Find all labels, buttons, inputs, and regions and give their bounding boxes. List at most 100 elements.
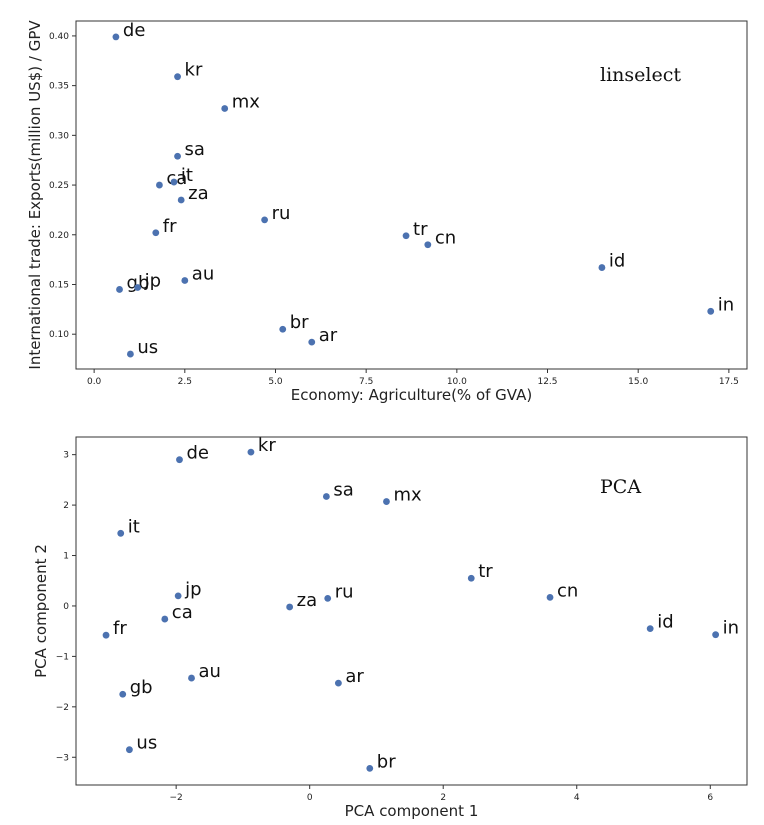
point-label-ar: ar: [345, 666, 364, 687]
plot-frame: [75, 436, 748, 786]
data-point-ru: [324, 594, 332, 602]
point-label-id: id: [609, 251, 625, 272]
panel-title: linselect: [600, 64, 681, 86]
point-label-fr: fr: [163, 216, 177, 237]
data-point-au: [188, 674, 195, 682]
point-label-mx: mx: [232, 91, 261, 112]
point-label-br: br: [290, 312, 309, 333]
data-point-fr: [152, 229, 160, 237]
data-point-tr: [402, 232, 410, 240]
data-point-fr: [102, 631, 110, 639]
pca-scatter-panel: −2 0 2 4 6 −3 −2 −1 0 1 2 3 PCA component 1 PCA compo…: [32, 435, 748, 820]
data-point-sa: [322, 493, 330, 500]
data-point-kr: [174, 73, 181, 81]
x-tick-label: 0: [307, 793, 313, 803]
y-tick-label: 0.25: [49, 181, 69, 191]
panel-title: PCA: [600, 476, 641, 498]
point-label-it: it: [128, 516, 140, 537]
point-label-it: it: [181, 165, 193, 186]
data-point-cn: [546, 593, 554, 601]
point-label-us: us: [137, 337, 158, 358]
y-tick-label: 0.35: [49, 82, 69, 92]
data-point-jp: [134, 284, 142, 291]
data-point-us: [127, 350, 134, 358]
x-axis-label: PCA component 1: [345, 802, 479, 820]
point-label-au: au: [192, 264, 214, 285]
data-point-in: [707, 307, 715, 315]
data-point-ru: [261, 216, 269, 224]
point-label-za: za: [188, 183, 208, 204]
x-tick-label: 0.0: [87, 377, 102, 387]
point-label-gb: gb: [130, 677, 153, 698]
data-point-it: [170, 178, 178, 186]
point-label-gb: gb: [127, 272, 150, 293]
y-axis-label: PCA component 2: [32, 544, 50, 678]
point-label-kr: kr: [258, 435, 276, 456]
y-tick-label: −2: [56, 703, 69, 713]
y-tick-label: 2: [63, 501, 69, 511]
point-label-id: id: [657, 612, 673, 633]
point-label-ru: ru: [272, 203, 291, 224]
data-point-ca: [156, 181, 163, 189]
point-label-tr: tr: [413, 219, 428, 240]
point-label-in: in: [723, 618, 739, 639]
point-label-mx: mx: [393, 485, 422, 506]
x-tick-label: 5.0: [268, 377, 283, 387]
point-label-us: us: [136, 733, 157, 754]
data-point-gb: [116, 286, 123, 293]
point-label-cn: cn: [557, 580, 578, 601]
data-point-ar: [334, 679, 342, 687]
y-tick-label: 1: [63, 552, 69, 562]
linselect-scatter-panel: 0.0 2.5 5.0 7.5 10.0 12.5 15.0 17.5 0.10 0.15 0.20…: [26, 20, 748, 404]
data-point-ca: [161, 615, 169, 623]
point-label-kr: kr: [185, 60, 203, 81]
x-axis-label: Economy: Agriculture(% of GVA): [291, 386, 532, 404]
data-point-id: [646, 625, 654, 633]
data-point-au: [181, 277, 189, 284]
x-tick-label: 2.5: [178, 377, 192, 387]
point-label-de: de: [123, 20, 146, 41]
plot-frame: [75, 20, 748, 370]
y-tick-label: −1: [56, 652, 69, 662]
x-tick-label: 2: [440, 793, 446, 803]
point-label-fr: fr: [113, 618, 127, 639]
y-axis-label: International trade: Exports(million US$…: [26, 20, 44, 370]
point-label-sa: sa: [185, 139, 205, 160]
data-point-sa: [174, 152, 181, 160]
data-point-in: [712, 631, 720, 639]
x-tick-label: 4: [574, 793, 580, 803]
x-tick-label: 10.0: [447, 377, 467, 387]
data-point-br: [279, 325, 287, 333]
point-label-au: au: [199, 661, 221, 682]
x-tick-label: 15.0: [628, 377, 648, 387]
y-tick-label: 0.15: [49, 280, 69, 290]
data-point-tr: [467, 574, 475, 582]
point-label-de: de: [186, 443, 209, 464]
data-point-id: [598, 264, 606, 271]
data-point-gb: [119, 690, 127, 698]
point-label-za: za: [297, 590, 317, 611]
point-label-ca: ca: [172, 602, 193, 623]
point-label-sa: sa: [333, 480, 353, 501]
data-point-kr: [247, 448, 255, 456]
data-point-ar: [308, 338, 316, 346]
y-tick-label: 0.10: [49, 330, 69, 340]
y-tick-label: 3: [63, 451, 69, 461]
y-tick-label: 0.40: [49, 32, 69, 42]
data-point-de: [176, 456, 183, 464]
point-label-br: br: [377, 751, 396, 772]
data-point-mx: [221, 105, 229, 112]
data-point-it: [117, 529, 125, 537]
y-tick-label: 0.20: [49, 231, 69, 241]
point-label-cn: cn: [435, 228, 456, 249]
point-label-jp: jp: [144, 270, 161, 291]
point-label-tr: tr: [478, 561, 493, 582]
data-point-mx: [383, 498, 390, 505]
x-tick-label: 6: [707, 793, 713, 803]
data-point-de: [112, 33, 120, 41]
point-label-ar: ar: [319, 325, 338, 346]
data-point-jp: [174, 592, 182, 600]
point-label-ru: ru: [335, 581, 354, 602]
data-point-cn: [424, 241, 432, 249]
